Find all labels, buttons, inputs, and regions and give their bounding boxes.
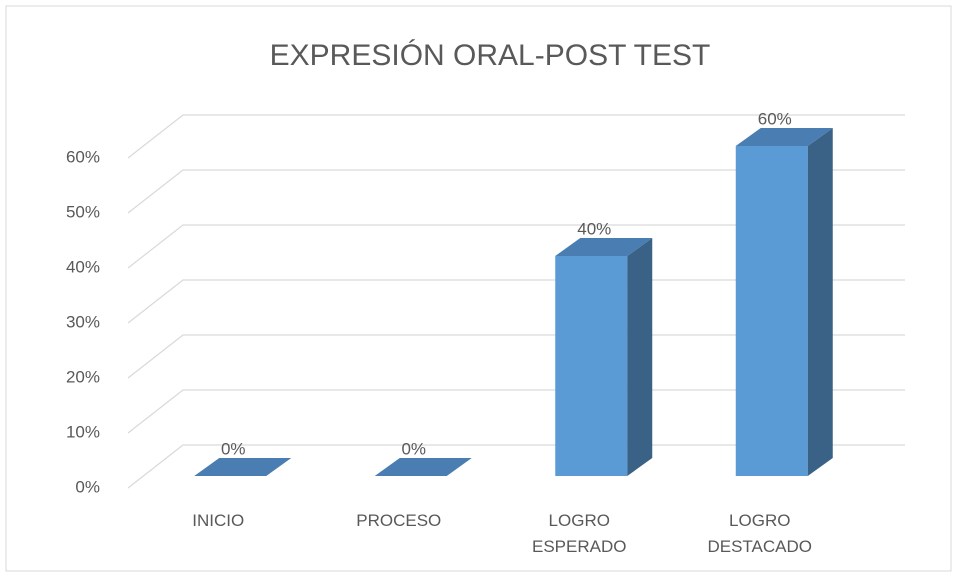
grid-line bbox=[127, 389, 905, 434]
y-tick-label: 10% bbox=[66, 422, 100, 441]
grid-line bbox=[127, 334, 905, 379]
bar-top bbox=[555, 238, 653, 256]
x-tick-label: LOGRO DESTACADO bbox=[707, 511, 813, 556]
grid-line bbox=[127, 169, 905, 214]
y-tick-label: 50% bbox=[66, 202, 100, 221]
grid-line bbox=[127, 224, 905, 269]
bar-top bbox=[374, 458, 472, 476]
y-tick-label: 30% bbox=[66, 312, 100, 331]
value-label: 60% bbox=[758, 109, 792, 128]
bar-top bbox=[194, 458, 292, 476]
y-tick-label: 40% bbox=[66, 257, 100, 276]
grid-line bbox=[127, 114, 905, 159]
value-label: 0% bbox=[221, 439, 246, 458]
value-label: 0% bbox=[401, 439, 426, 458]
bar-side bbox=[807, 128, 833, 476]
x-tick-label: LOGRO ESPERADO bbox=[532, 511, 627, 556]
x-tick-label: INICIO bbox=[192, 511, 245, 530]
chart-title: EXPRESIÓN ORAL-POST TEST bbox=[270, 39, 711, 72]
bar-front bbox=[555, 256, 628, 476]
bar-front bbox=[735, 146, 808, 476]
y-tick-label: 60% bbox=[66, 147, 100, 166]
y-tick-label: 0% bbox=[75, 477, 100, 496]
grid-line bbox=[127, 444, 905, 489]
bar-side bbox=[627, 238, 653, 476]
x-tick-label: PROCESO bbox=[356, 511, 442, 530]
y-tick-label: 20% bbox=[66, 367, 100, 386]
value-label: 40% bbox=[577, 219, 611, 238]
bar-top bbox=[735, 128, 833, 146]
grid-line bbox=[127, 279, 905, 324]
